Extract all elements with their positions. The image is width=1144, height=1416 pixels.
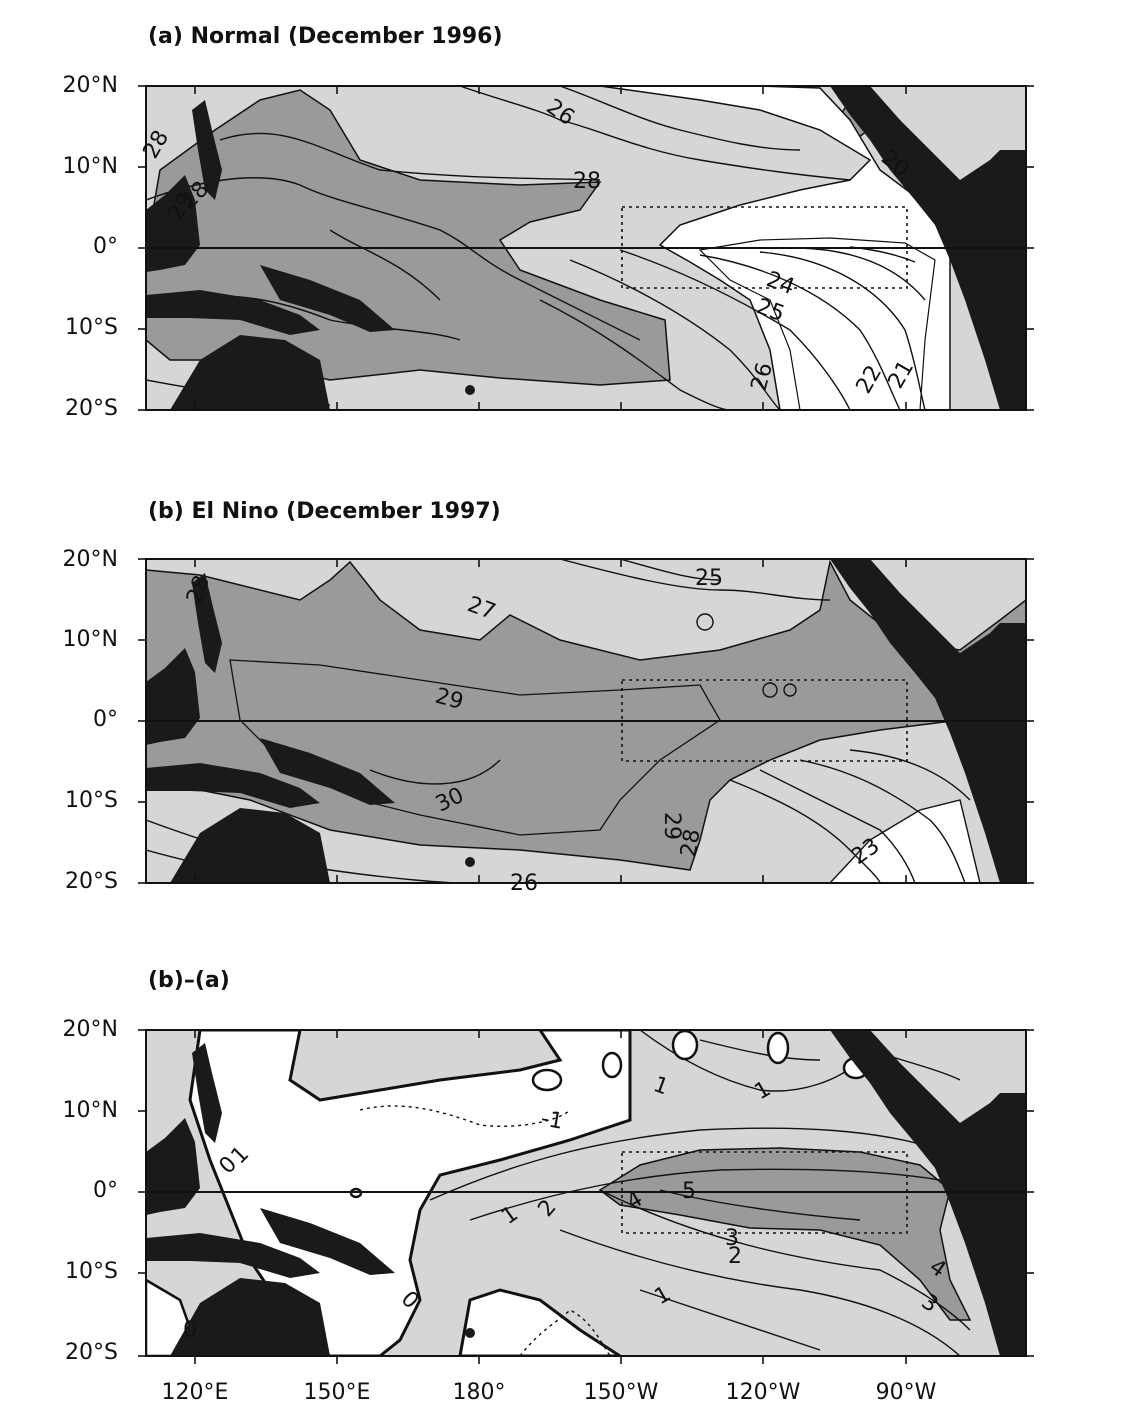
panel-b-land-newguinea (260, 738, 395, 805)
panel-b-land-australia (170, 808, 330, 883)
ytick-b-eq: 0° (93, 707, 118, 732)
panel-a-land (146, 86, 1026, 410)
panel-diff-land-indonesia (146, 1233, 320, 1278)
ytick-c-10n: 10°N (62, 1098, 118, 1123)
panel-diff-contour-label: 2 (728, 1244, 742, 1269)
panel-b-contour-label: 26 (510, 871, 538, 896)
panel-diff-nino-box (621, 1151, 908, 1234)
panel-diff-land-newguinea (260, 1208, 395, 1275)
panel-a-land-central-america (830, 86, 1026, 410)
xtick-90w: 90°W (875, 1380, 937, 1405)
panel-diff-ticks (138, 1029, 1034, 1364)
panel-diff-title: (b)–(a) (148, 968, 230, 993)
ytick-a-20s: 20°S (65, 396, 118, 421)
panel-b-land-philippines (192, 573, 222, 673)
panel-a-contour-label: 28 (573, 169, 601, 194)
panel-a-nino-box (621, 206, 908, 289)
ytick-a-10s: 10°S (65, 315, 118, 340)
panel-a-land-australia (170, 335, 330, 410)
panel-diff-land (146, 1030, 1026, 1356)
panel-b-cold-corner (829, 799, 981, 883)
ytick-a-eq: 0° (93, 234, 118, 259)
panel-b-nino-box (621, 679, 908, 762)
panel-diff-contour-label: -1 (539, 1106, 565, 1134)
panel-b-contour-label: 29 (659, 812, 684, 840)
xtick-180: 180° (452, 1380, 506, 1405)
panel-a-land-philippines (192, 100, 222, 200)
panel-diff-contour-label: 0 (183, 1318, 197, 1343)
xtick-150e: 150°E (303, 1380, 371, 1405)
panel-b-contour-label: 28 (676, 827, 705, 859)
panel-b-contour-label: 25 (695, 566, 723, 591)
ytick-b-20s: 20°S (65, 869, 118, 894)
panel-b-land-central-america (830, 559, 1026, 883)
panel-diff-land-australia (170, 1278, 330, 1356)
panel-b-title: (b) El Nino (December 1997) (148, 499, 501, 524)
panel-diff-land-philippines (192, 1043, 222, 1143)
ytick-a-20n: 20°N (62, 73, 118, 98)
panel-a-title: (a) Normal (December 1996) (148, 24, 503, 49)
xtick-150w: 150°W (583, 1380, 659, 1405)
panel-a-cold-tongue-core (698, 237, 936, 410)
ytick-c-20s: 20°S (65, 1340, 118, 1365)
ytick-b-10n: 10°N (62, 627, 118, 652)
panel-a-land-newguinea (260, 265, 395, 332)
ytick-b-10s: 10°S (65, 788, 118, 813)
panel-b-land-indonesia (146, 763, 320, 808)
panel-a: 26 28 28 29 28 24 25 26 22 21 20 (138, 85, 1034, 411)
panel-b-ticks (138, 558, 1034, 884)
xtick-120w: 120°W (725, 1380, 801, 1405)
panel-diff-near-zero-south (458, 1288, 623, 1356)
ytick-a-10n: 10°N (62, 154, 118, 179)
panel-diff-contour-label: 3 (725, 1226, 739, 1251)
panel-diff-contour-label: 5 (682, 1179, 696, 1204)
panel-diff-land-central-america (830, 1030, 1026, 1356)
ytick-c-eq: 0° (93, 1178, 118, 1203)
ytick-c-20n: 20°N (62, 1017, 118, 1042)
panel-diff-land-asia (146, 1118, 200, 1215)
ytick-c-10s: 10°S (65, 1259, 118, 1284)
panel-a-land-indonesia (146, 290, 320, 335)
panel-diff: -1 1 1 1 0 1 2 4 5 3 2 1 0 4 3 0 (138, 1029, 1034, 1364)
xtick-120e: 120°E (161, 1380, 229, 1405)
ytick-b-20n: 20°N (62, 547, 118, 572)
panel-b: 25 27 29 30 29 28 23 26 28 (138, 558, 1034, 896)
panel-a-ticks (138, 85, 1034, 411)
